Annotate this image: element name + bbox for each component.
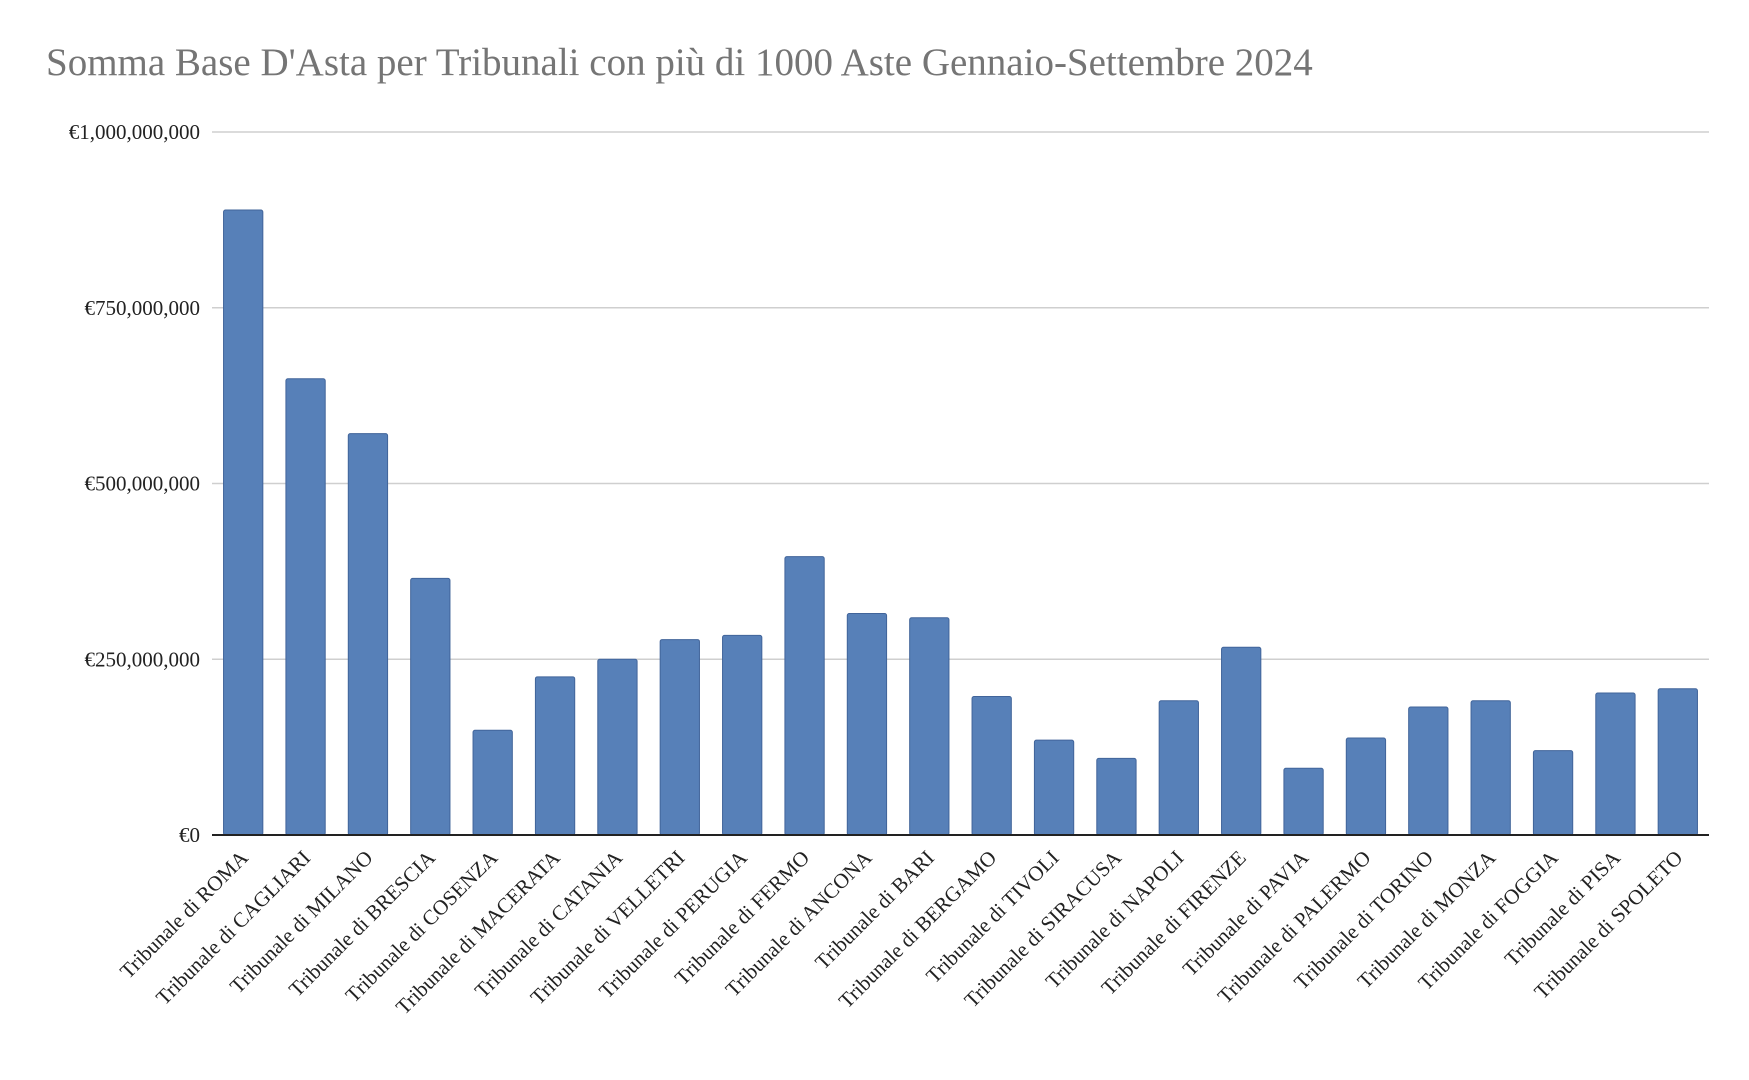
bar — [784, 556, 825, 836]
bar — [1532, 750, 1574, 836]
bar — [846, 613, 888, 836]
y-tick-label: €750,000,000 — [85, 296, 201, 320]
bar — [1345, 737, 1387, 836]
bar — [659, 639, 700, 836]
bar — [1408, 706, 1449, 836]
y-tick-label: €1,000,000,000 — [69, 120, 200, 144]
y-tick-label: €250,000,000 — [85, 647, 201, 671]
bar — [1595, 692, 1636, 836]
bar — [1470, 700, 1511, 836]
bar — [472, 729, 513, 836]
bar — [1657, 688, 1698, 836]
bar — [971, 696, 1012, 836]
bar — [597, 658, 638, 836]
bar — [410, 577, 451, 836]
bar — [1221, 646, 1262, 836]
bar — [285, 378, 326, 836]
bar — [1096, 757, 1137, 836]
bar — [1158, 700, 1199, 836]
bar — [1033, 739, 1075, 836]
chart-title: Somma Base D'Asta per Tribunali con più … — [46, 41, 1313, 84]
bar — [534, 676, 576, 836]
bar — [722, 634, 763, 836]
y-tick-label: €0 — [179, 823, 200, 847]
bar — [909, 617, 950, 836]
y-tick-label: €500,000,000 — [85, 472, 201, 496]
bar — [347, 433, 389, 836]
bar — [1283, 767, 1324, 836]
bar — [223, 209, 264, 836]
